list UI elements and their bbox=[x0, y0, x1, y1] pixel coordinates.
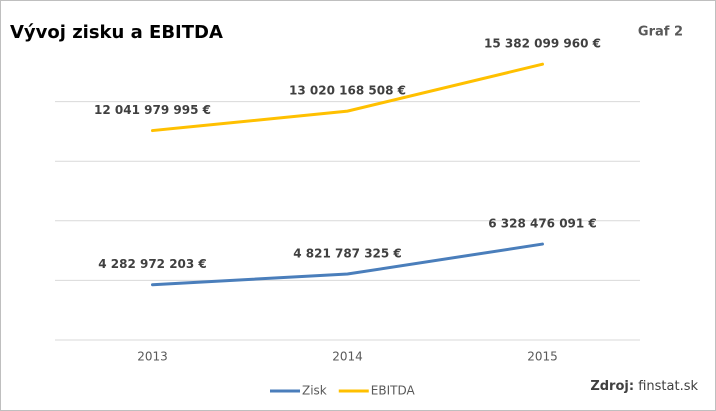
x-tick-label: 2014 bbox=[332, 350, 363, 364]
series-line bbox=[151, 62, 544, 133]
data-label: 4 821 787 325 € bbox=[293, 247, 402, 261]
source-label: Zdroj: bbox=[590, 379, 634, 394]
data-label: 6 328 476 091 € bbox=[488, 217, 597, 231]
data-label: 4 282 972 203 € bbox=[98, 257, 207, 271]
legend-label: Zisk bbox=[302, 384, 327, 398]
data-label: 15 382 099 960 € bbox=[484, 37, 601, 51]
x-tick-label: 2013 bbox=[137, 350, 168, 364]
data-label: 13 020 168 508 € bbox=[289, 84, 406, 98]
corner-label: Graf 2 bbox=[638, 25, 683, 40]
data-label: 12 041 979 995 € bbox=[94, 103, 211, 117]
source: Zdroj: finstat.sk bbox=[590, 379, 698, 394]
chart-title: Vývoj zisku a EBITDA bbox=[10, 22, 223, 43]
series-line bbox=[151, 242, 544, 287]
x-tick-label: 2015 bbox=[527, 350, 558, 364]
legend-label: EBITDA bbox=[371, 384, 416, 398]
source-text: finstat.sk bbox=[638, 379, 698, 394]
